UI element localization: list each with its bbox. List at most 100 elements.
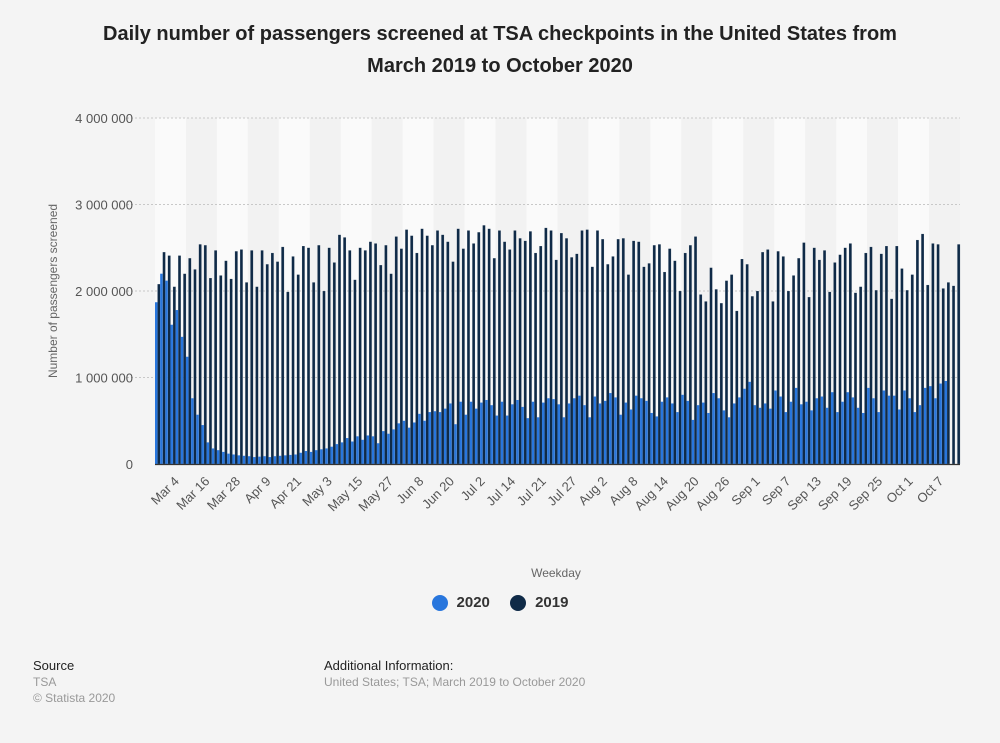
bar-2020[interactable] <box>278 455 282 464</box>
bar-2020[interactable] <box>572 398 576 464</box>
bar-2019[interactable] <box>513 230 517 465</box>
bar-2020[interactable] <box>593 396 597 464</box>
bar-2020[interactable] <box>413 422 416 464</box>
bar-2020[interactable] <box>815 398 818 464</box>
bar-2020[interactable] <box>335 444 339 464</box>
bar-2019[interactable] <box>714 289 718 465</box>
bar-2019[interactable] <box>446 241 450 465</box>
bar-2019[interactable] <box>673 260 677 465</box>
bar-2020[interactable] <box>830 392 834 464</box>
bar-2019[interactable] <box>755 290 760 465</box>
bar-2020[interactable] <box>542 402 545 464</box>
bar-2020[interactable] <box>263 456 266 464</box>
bar-2020[interactable] <box>294 454 297 464</box>
bar-2019[interactable] <box>946 282 950 465</box>
bar-2019[interactable] <box>616 238 620 465</box>
bar-2020[interactable] <box>299 452 302 464</box>
bar-2019[interactable] <box>198 244 202 465</box>
bar-2020[interactable] <box>443 408 447 464</box>
bar-2019[interactable] <box>554 259 558 465</box>
bar-2019[interactable] <box>580 230 584 465</box>
bar-2020[interactable] <box>841 401 844 464</box>
bar-2020[interactable] <box>810 410 813 464</box>
bar-2019[interactable] <box>570 257 574 465</box>
bar-2019[interactable] <box>394 236 398 465</box>
bar-2020[interactable] <box>284 455 287 464</box>
bar-2019[interactable] <box>719 302 723 465</box>
bar-2020[interactable] <box>242 455 246 464</box>
bar-2019[interactable] <box>709 267 713 465</box>
bar-2020[interactable] <box>758 407 762 464</box>
bar-2019[interactable] <box>817 259 821 465</box>
bar-2019[interactable] <box>575 253 579 465</box>
bar-2019[interactable] <box>389 273 393 465</box>
bar-2019[interactable] <box>890 298 894 465</box>
bar-2019[interactable] <box>379 264 383 465</box>
bar-2020[interactable] <box>155 302 158 464</box>
bar-2020[interactable] <box>851 397 855 464</box>
bar-2019[interactable] <box>229 278 233 465</box>
bar-2019[interactable] <box>549 230 553 465</box>
bar-2020[interactable] <box>253 457 256 464</box>
bar-2019[interactable] <box>250 250 254 465</box>
bar-2020[interactable] <box>743 388 746 464</box>
bar-2019[interactable] <box>838 254 842 465</box>
bar-2020[interactable] <box>800 404 803 464</box>
bar-2020[interactable] <box>918 405 922 464</box>
bar-2019[interactable] <box>358 247 362 465</box>
bar-2020[interactable] <box>867 387 870 464</box>
bar-2020[interactable] <box>211 448 215 464</box>
bar-2019[interactable] <box>260 250 264 465</box>
bar-2019[interactable] <box>595 230 600 465</box>
bar-2019[interactable] <box>951 285 956 465</box>
bar-2019[interactable] <box>353 279 357 465</box>
bar-2019[interactable] <box>255 286 259 465</box>
bar-2020[interactable] <box>892 395 896 464</box>
bar-2020[interactable] <box>588 417 591 464</box>
bar-2019[interactable] <box>477 231 481 465</box>
bar-2019[interactable] <box>812 247 816 465</box>
bar-2019[interactable] <box>915 239 920 465</box>
bar-2020[interactable] <box>908 398 911 464</box>
bar-2019[interactable] <box>482 225 486 465</box>
bar-2019[interactable] <box>224 260 228 465</box>
bar-2019[interactable] <box>172 286 176 465</box>
bar-2019[interactable] <box>683 252 687 465</box>
bar-2020[interactable] <box>536 417 540 464</box>
bar-2019[interactable] <box>157 283 161 465</box>
bar-2020[interactable] <box>511 404 514 464</box>
legend-item-2020[interactable]: 2020 <box>431 594 490 611</box>
bar-2020[interactable] <box>614 397 617 464</box>
bar-2019[interactable] <box>363 250 367 465</box>
bar-2019[interactable] <box>910 274 914 465</box>
bar-2019[interactable] <box>693 236 698 465</box>
bar-2020[interactable] <box>769 408 772 464</box>
bar-2019[interactable] <box>296 274 300 465</box>
bar-2019[interactable] <box>621 238 625 465</box>
bar-2019[interactable] <box>761 251 765 465</box>
bar-2020[interactable] <box>645 400 648 464</box>
bar-2019[interactable] <box>301 245 305 465</box>
bar-2019[interactable] <box>895 245 899 465</box>
bar-2019[interactable] <box>327 247 331 465</box>
bar-2019[interactable] <box>539 245 543 465</box>
bar-2019[interactable] <box>843 247 847 465</box>
bar-2019[interactable] <box>931 243 935 465</box>
bar-2020[interactable] <box>309 451 313 464</box>
bar-2019[interactable] <box>167 255 171 465</box>
bar-2019[interactable] <box>435 230 440 465</box>
bar-2019[interactable] <box>920 233 925 465</box>
bar-2020[interactable] <box>320 449 323 464</box>
bar-2020[interactable] <box>805 401 808 464</box>
bar-2019[interactable] <box>750 295 754 465</box>
bar-2020[interactable] <box>650 412 653 464</box>
bar-2020[interactable] <box>222 451 225 464</box>
bar-2020[interactable] <box>268 457 272 464</box>
bar-2020[interactable] <box>330 446 333 464</box>
bar-2019[interactable] <box>348 250 352 465</box>
bar-2019[interactable] <box>214 250 218 465</box>
bar-2020[interactable] <box>794 387 798 464</box>
bar-2020[interactable] <box>655 416 659 464</box>
bar-2019[interactable] <box>503 241 507 465</box>
bar-2019[interactable] <box>724 280 729 465</box>
